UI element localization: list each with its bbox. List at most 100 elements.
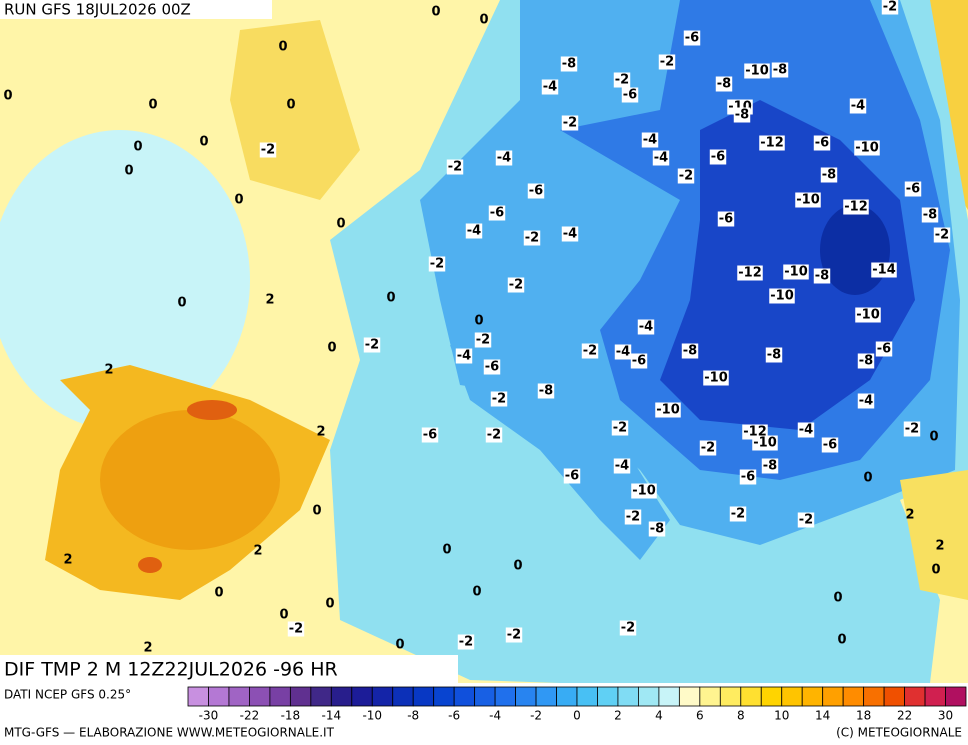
label-box: [495, 150, 513, 166]
label-box: [421, 427, 439, 443]
label-box: [761, 458, 779, 474]
contour-label: -2: [261, 143, 275, 158]
contour-label: -4: [497, 151, 511, 166]
label-box: [561, 226, 579, 242]
field-label: DIF TMP 2 M 12Z22JUL2026 -96 HR: [4, 659, 338, 681]
color-swatch: [330, 686, 353, 707]
label-box: [446, 159, 464, 175]
contour-label: -6: [490, 206, 504, 221]
contour-label: -2: [563, 116, 577, 131]
label-box: [765, 347, 783, 363]
contour-label: 0: [325, 597, 334, 612]
contour-label: -10: [745, 64, 769, 79]
label-box: [737, 265, 763, 281]
label-box: [769, 288, 795, 304]
contour-label: -2: [459, 635, 473, 650]
color-swatch: [924, 686, 946, 707]
contour-label: -8: [815, 269, 829, 284]
contour-label: 2: [143, 641, 152, 656]
contour-label: 0: [472, 585, 481, 600]
color-swatch: [433, 686, 455, 707]
contour-label: -2: [476, 333, 490, 348]
label-box: [563, 468, 581, 484]
label-box: [797, 512, 815, 528]
label-box: [752, 435, 778, 451]
contour-labels: 0 0 0 0 0 0 0 0 0 -2 0 0 0 2 0 0 2 2 0 2 2 0 2 0 0 -2 0 -2 -2 0 0 0 -2 -8…: [3, 0, 951, 656]
contour-label: -2: [615, 73, 629, 88]
label-box: [488, 205, 506, 221]
contour-label: -4: [799, 423, 813, 438]
header-box: [0, 0, 272, 19]
legend-tick-label: -22: [240, 709, 260, 723]
contour-label: -4: [563, 227, 577, 242]
contour-label: -8: [822, 168, 836, 183]
field-area: [138, 557, 162, 573]
label-box: [739, 469, 757, 485]
contour-label: -10: [656, 403, 680, 418]
run-label: RUN GFS 18JUL2026 00Z: [4, 1, 191, 19]
contour-label: -6: [877, 342, 891, 357]
color-swatch: [883, 686, 905, 707]
color-swatch: [678, 686, 701, 707]
color-swatch: [535, 686, 557, 707]
label-box: [658, 54, 676, 70]
color-swatch: [801, 686, 824, 707]
label-box: [813, 268, 831, 284]
contour-label: -2: [660, 55, 674, 70]
contour-label: 0: [833, 591, 842, 606]
contour-label: -4: [615, 459, 629, 474]
contour-label: 0: [479, 13, 488, 28]
legend-tick-label: -6: [448, 709, 460, 723]
contour-label: 0: [837, 633, 846, 648]
label-box: [717, 211, 735, 227]
contour-label: 0: [513, 559, 522, 574]
legend-tick-label: 8: [737, 709, 745, 723]
contour-label: 2: [265, 293, 274, 308]
color-swatch: [515, 686, 537, 707]
contour-label: -8: [767, 348, 781, 363]
contour-label: -4: [654, 151, 668, 166]
contour-label: -8: [539, 384, 553, 399]
contour-label: 0: [278, 40, 287, 55]
contour-label: -10: [632, 484, 656, 499]
color-swatch: [781, 686, 803, 707]
contour-label: -6: [623, 88, 637, 103]
legend-tick-label: 30: [938, 709, 953, 723]
label-box: [613, 458, 631, 474]
label-box: [729, 506, 747, 522]
contour-label: -8: [735, 108, 749, 123]
label-box: [474, 332, 492, 348]
contour-label: -6: [565, 469, 579, 484]
legend-tick-label: 6: [696, 709, 704, 723]
label-box: [933, 227, 951, 243]
label-box: [619, 620, 637, 636]
legend-tick-label: -30: [199, 709, 219, 723]
contour-label: 2: [253, 544, 262, 559]
contour-label: -8: [562, 57, 576, 72]
label-box: [857, 353, 875, 369]
label-box: [871, 262, 897, 278]
contour-label: 0: [431, 5, 440, 20]
label-box: [560, 56, 578, 72]
label-box: [613, 72, 631, 88]
contour-label: -4: [457, 349, 471, 364]
color-swatch: [269, 686, 291, 707]
contour-label: -2: [679, 169, 693, 184]
contour-label: 0: [199, 135, 208, 150]
label-box: [527, 183, 545, 199]
contour-label: -6: [815, 136, 829, 151]
contour-label: -10: [856, 308, 880, 323]
field-area: [0, 130, 250, 430]
color-swatch: [904, 686, 926, 707]
source-label: DATI NCEP GFS 0.25°: [4, 688, 131, 702]
label-box: [820, 167, 838, 183]
contour-label: 0: [474, 314, 483, 329]
contour-label: -6: [823, 438, 837, 453]
legend-tick-label: 22: [897, 709, 912, 723]
color-swatch: [453, 686, 476, 707]
label-box: [641, 132, 659, 148]
contour-label: -4: [859, 394, 873, 409]
contour-label: -8: [683, 344, 697, 359]
contour-label: -2: [799, 513, 813, 528]
label-box: [921, 207, 939, 223]
